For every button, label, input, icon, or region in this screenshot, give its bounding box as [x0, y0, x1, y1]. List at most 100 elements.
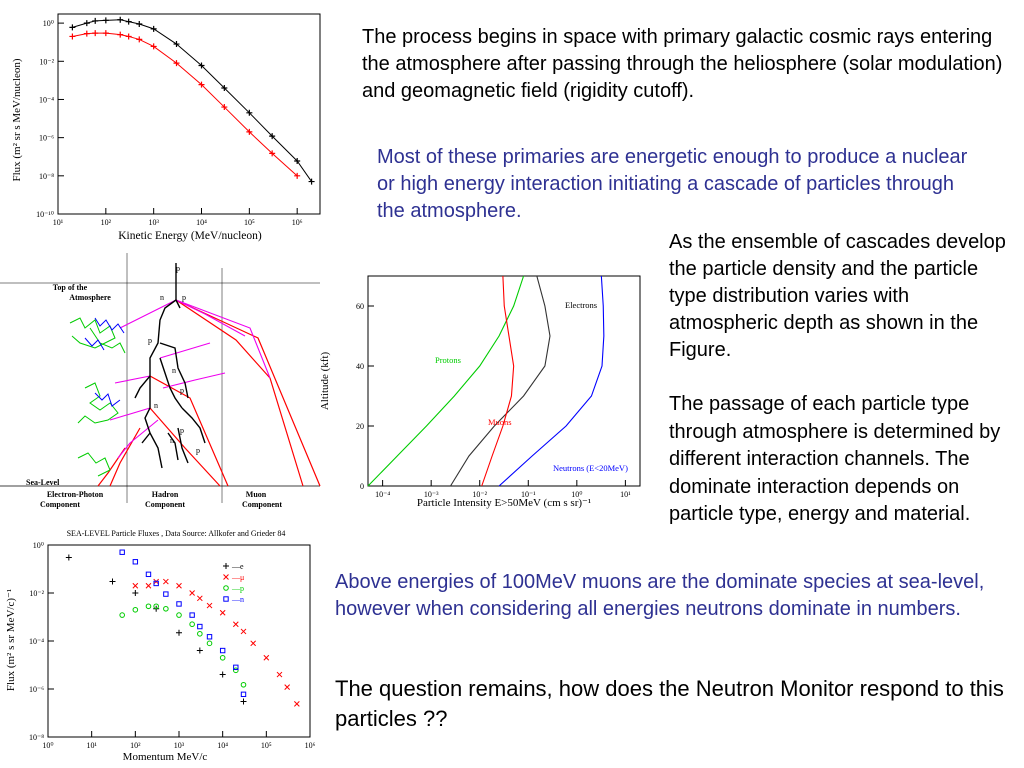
fig4-point	[145, 582, 152, 589]
fig4-ylabel: Flux (m² s sr MeV/c)⁻¹	[5, 589, 17, 691]
fig3-xtick-label: 10⁻⁴	[375, 490, 390, 499]
fig3-ylabel: Altitude (kft)	[319, 351, 331, 410]
fig1-ylabel: Flux (m² sr s MeV/nucleon)	[11, 58, 23, 181]
fig1-point	[150, 43, 157, 50]
intro-paragraph: The process begins in space with primary…	[362, 26, 1003, 102]
fig4-point	[196, 595, 203, 602]
fig4-xtick-label: 10⁰	[42, 741, 53, 750]
fig4-point	[189, 621, 195, 628]
muon-tracks	[97, 299, 321, 487]
fig4-point	[233, 667, 239, 674]
fig4-point	[294, 701, 300, 707]
p-label: p	[182, 293, 186, 302]
fig1-xlabel: Kinetic Energy (MeV/nucleon)	[118, 230, 262, 242]
air-shower-diagram: Top of the Atmosphere Sea-Level Electron…	[0, 253, 321, 509]
fig4-point	[240, 691, 247, 698]
fig1-point	[117, 16, 124, 23]
fig4-point	[223, 563, 229, 569]
fig1-point	[221, 84, 228, 91]
n-label: n	[154, 401, 158, 410]
fig3-xtick-label: 10⁻¹	[521, 490, 536, 499]
fig4-xlabel: Momentum MeV/c	[123, 751, 208, 763]
n-label: n	[160, 293, 164, 302]
muons-paragraph: Above energies of 100MeV muons are the d…	[335, 571, 985, 620]
fig4-point	[176, 601, 182, 607]
fig1-point	[102, 17, 109, 24]
fig1-ytick-label: 10⁻¹⁰	[36, 210, 54, 219]
fig4-point	[276, 671, 283, 678]
fig1-xtick-label: 10²	[101, 218, 112, 227]
fig3-series-line	[450, 275, 551, 487]
fig4-xtick-label: 10¹	[86, 741, 97, 750]
fig4-point	[240, 698, 247, 705]
fig1-point	[269, 150, 276, 157]
n-label: n	[170, 436, 174, 445]
fig3-xtick-label: 10⁻³	[424, 490, 439, 499]
fig1-point	[198, 81, 205, 88]
fig4-xtick-label: 10⁶	[305, 741, 316, 750]
fig1-ytick-label: 10⁻⁴	[39, 95, 54, 104]
fig1-series-line	[72, 32, 298, 177]
fig3-series-line	[498, 275, 605, 487]
fig3-series-line	[367, 275, 525, 487]
fig4-point	[240, 628, 247, 635]
fig1-point	[198, 62, 205, 69]
fig3-series-line	[481, 275, 515, 487]
fig1-ytick-label: 10⁻²	[39, 57, 54, 66]
fig4-point	[284, 684, 291, 690]
fig1-point	[173, 41, 180, 48]
fig1-point	[308, 178, 315, 185]
fig1-frame	[57, 13, 321, 215]
p-label: p	[176, 264, 180, 273]
fig3-ytick-label: 20	[356, 422, 364, 431]
neutrons-label: Neutrons (E<20MeV)	[553, 463, 628, 473]
fig1-point	[246, 109, 253, 116]
fig4-point	[109, 578, 116, 585]
fig4-point	[240, 681, 247, 688]
fig3-ytick-label: 0	[360, 482, 364, 491]
top-of-atmosphere-label-2: Atmosphere	[69, 293, 111, 302]
fig4-point	[119, 549, 125, 555]
fig1-point	[69, 24, 76, 31]
fig3-xlabel: Particle Intensity E>50MeV (cm s sr)⁻¹	[417, 497, 591, 509]
fig1-point	[69, 33, 76, 40]
fig4-point	[233, 664, 239, 671]
ensemble-paragraph: As the ensemble of cascades develop the …	[669, 231, 1006, 361]
sea-level-label: Sea-Level	[26, 478, 60, 487]
hadron-label-2: Component	[145, 500, 185, 509]
fig1-point	[136, 20, 143, 27]
fig1-xtick-label: 10⁶	[292, 218, 303, 227]
fig4-ytick-label: 10⁻⁸	[29, 733, 44, 742]
pion-tracks	[109, 299, 271, 459]
fig4-point	[119, 612, 125, 618]
fig4-point	[232, 621, 239, 628]
fig1-point	[125, 18, 132, 25]
p-label: p	[196, 446, 200, 455]
fig4-ytick-label: 10⁻⁶	[29, 685, 44, 694]
fig1-point	[125, 33, 132, 40]
sea-level-flux-chart: SEA-LEVEL Particle Fluxes , Data Source:…	[5, 529, 316, 763]
fig1-point	[150, 25, 157, 32]
fig1-point	[294, 172, 301, 179]
fig4-point	[196, 647, 203, 654]
fig3-xtick-label: 10⁰	[571, 490, 582, 499]
fig4-point	[132, 606, 139, 613]
muon-label: Muon	[246, 490, 267, 499]
fig4-legend-label: —n	[231, 595, 244, 604]
fig4-xtick-label: 10²	[130, 741, 141, 750]
fig4-point	[153, 580, 159, 587]
fig4-legend: —e —μ —p —n	[223, 562, 244, 604]
fig1-point	[221, 104, 228, 111]
fig3-ytick-label: 40	[356, 362, 364, 371]
fig4-legend-label: —p	[231, 584, 244, 593]
fig1-xtick-label: 10³	[148, 218, 159, 227]
fig4-point	[219, 647, 226, 654]
electrons-label: Electrons	[565, 300, 597, 310]
cascade-paragraph: Most of these primaries are energetic en…	[377, 146, 968, 222]
p-label: p	[180, 386, 184, 395]
fig4-point	[132, 559, 139, 565]
fig4-point	[176, 629, 182, 636]
fig4-point	[189, 612, 195, 618]
fig4-point	[206, 640, 213, 647]
fig4-point	[206, 634, 213, 640]
